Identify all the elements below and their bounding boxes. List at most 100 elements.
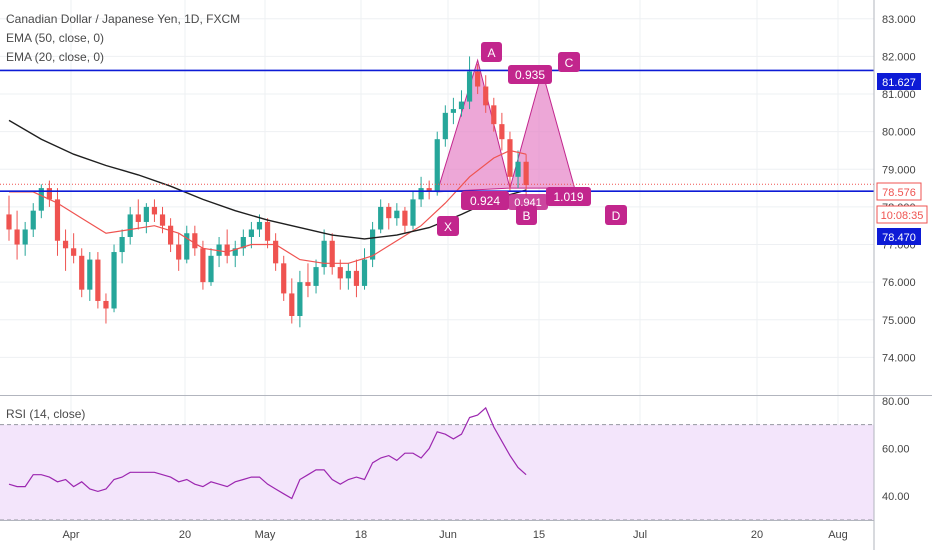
rsi-tick-label: 80.00	[882, 396, 910, 408]
candle-body	[297, 282, 303, 316]
candle-body	[54, 199, 61, 241]
resistance-price-label: 81.627	[877, 73, 921, 90]
point-x-label: X	[437, 216, 459, 236]
candle-body	[321, 240, 327, 268]
candle-body	[523, 161, 529, 186]
candle-body	[14, 229, 20, 245]
candle-body	[256, 221, 263, 230]
x-tick-label: 20	[179, 529, 191, 541]
x-tick-label: 18	[355, 529, 367, 541]
point-d-text: D	[612, 209, 621, 223]
support-price-label: 78.470	[877, 228, 921, 245]
candle-body	[418, 188, 424, 200]
point-a-label: A	[481, 42, 502, 62]
candle-body	[135, 214, 141, 222]
candle-body	[329, 240, 335, 268]
candle-body	[458, 101, 465, 110]
candle-body	[111, 252, 117, 309]
last-price-label: 78.576	[876, 182, 922, 201]
ratio-xab-label: 0.924	[461, 191, 509, 210]
candle-body	[305, 282, 311, 286]
candle-body	[345, 270, 351, 279]
candle-body	[273, 240, 279, 264]
price-labels: 81.627 78.576 10:08:35 78.470	[876, 73, 928, 245]
candle-body	[184, 233, 190, 260]
harmonic-pattern	[436, 58, 576, 193]
support-price-text: 78.470	[882, 232, 916, 244]
legend-ema50: EMA (50, close, 0)	[6, 31, 105, 45]
ema20-line	[9, 149, 527, 264]
pattern-labels: A C X B D 0.935	[437, 42, 627, 236]
candle-body	[410, 199, 416, 226]
candle-body	[483, 86, 489, 106]
ratio-xbd-text: 0.941	[514, 197, 542, 209]
candle-body	[79, 255, 85, 290]
countdown-label: 10:08:35	[876, 205, 928, 224]
candle-body	[151, 206, 158, 215]
candle-body	[6, 214, 12, 230]
candle-body	[353, 270, 360, 286]
chart-legend: Canadian Dollar / Japanese Yen, 1D, FXCM…	[6, 10, 240, 67]
x-tick-label: 20	[751, 529, 763, 541]
last-price-text: 78.576	[882, 187, 916, 199]
candle-body	[71, 248, 77, 256]
candle-body	[434, 139, 440, 192]
candle-body	[95, 259, 101, 301]
candle-body	[313, 267, 319, 286]
candle-body	[192, 233, 198, 249]
candle-body	[224, 244, 230, 256]
candle-body	[168, 225, 174, 245]
candle-body	[378, 206, 384, 230]
candle-body	[38, 188, 44, 211]
legend-ema20: EMA (20, close, 0)	[6, 50, 105, 64]
candle-body	[370, 229, 376, 260]
ratio-bcd-label: 1.019	[546, 187, 591, 206]
ratio-bcd-text: 1.019	[553, 190, 583, 204]
chart-title: Canadian Dollar / Japanese Yen, 1D, FXCM	[6, 12, 241, 26]
candle-body	[208, 255, 214, 283]
y-tick-label: 74.000	[882, 352, 916, 364]
y-tick-label: 80.000	[882, 127, 916, 139]
candles	[6, 56, 529, 328]
candle-body	[200, 248, 206, 283]
candle-body	[402, 210, 408, 226]
candle-body	[103, 300, 109, 309]
candle-body	[394, 210, 400, 219]
ratio-abc-text: 0.935	[515, 68, 545, 82]
candle-body	[30, 210, 36, 230]
candle-body	[46, 188, 52, 200]
rsi-panel	[8, 406, 527, 500]
ratio-xab-text: 0.924	[470, 194, 500, 208]
ratio-xbd-label: 0.941	[508, 194, 548, 210]
y-tick-label: 79.000	[882, 164, 916, 176]
x-tick-label: Apr	[62, 529, 79, 541]
x-tick-label: Jul	[633, 529, 647, 541]
x-tick-label: May	[255, 529, 276, 541]
candle-body	[22, 229, 28, 245]
candle-body	[507, 139, 513, 177]
point-d-label: D	[605, 205, 627, 225]
candle-body	[119, 237, 125, 253]
candle-body	[499, 124, 505, 140]
y-tick-label: 82.000	[882, 51, 916, 63]
candle-body	[491, 105, 497, 125]
resistance-price-text: 81.627	[882, 77, 916, 89]
candle-body	[232, 248, 238, 256]
candle-body	[475, 71, 481, 87]
candle-body	[240, 237, 246, 249]
countdown-text: 10:08:35	[881, 210, 924, 222]
point-c-text: C	[565, 56, 574, 70]
x-tick-label: Aug	[828, 529, 848, 541]
candle-body	[87, 259, 93, 290]
candle-body	[442, 112, 448, 140]
candle-body	[248, 229, 254, 237]
candle-body	[386, 206, 392, 219]
y-tick-label: 83.000	[882, 14, 916, 26]
rsi-line	[8, 406, 527, 500]
candle-body	[176, 244, 182, 260]
candle-body	[515, 161, 521, 177]
y-tick-label: 75.000	[882, 315, 916, 327]
x-tick-label: 15	[533, 529, 545, 541]
